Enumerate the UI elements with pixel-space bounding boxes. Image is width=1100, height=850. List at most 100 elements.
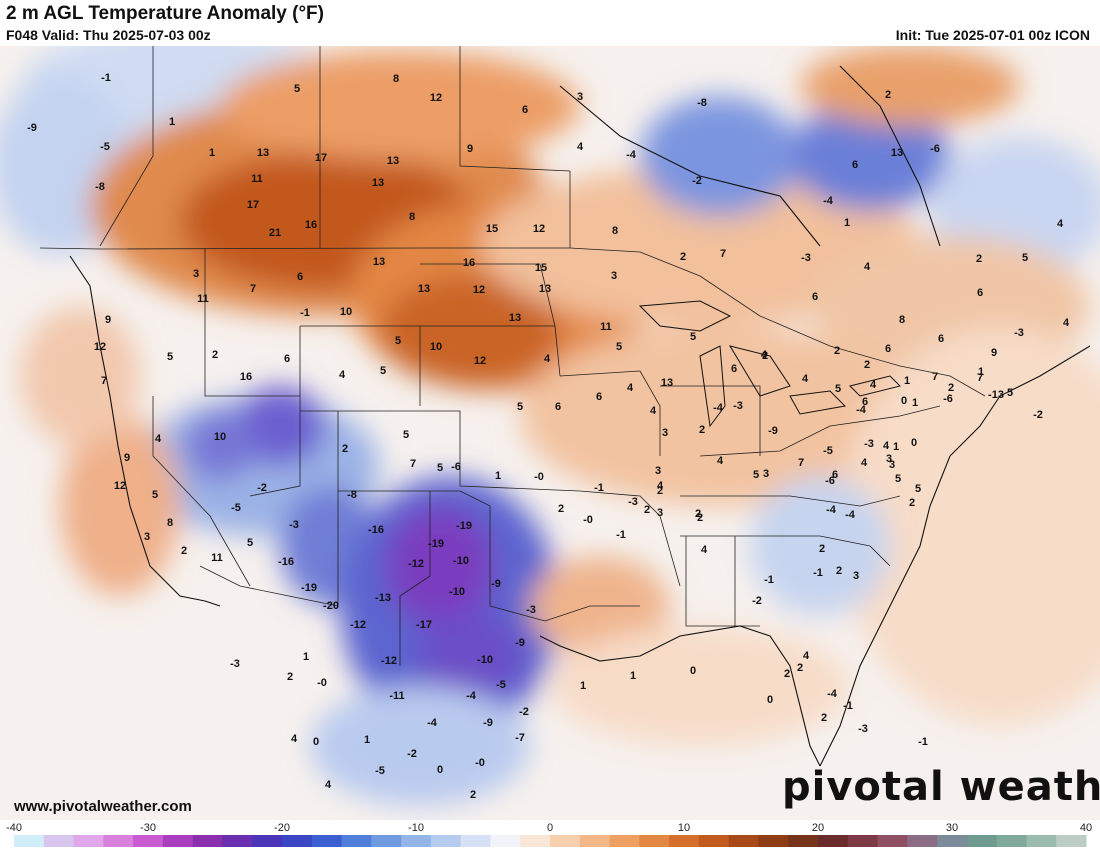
- anomaly-value-label: 2: [885, 89, 891, 101]
- anomaly-value-label: 11: [197, 293, 209, 305]
- legend-color-swatch: [311, 835, 343, 847]
- anomaly-value-label: -3: [733, 400, 743, 412]
- anomaly-value-label: -2: [752, 595, 762, 607]
- legend-color-swatch: [103, 835, 134, 847]
- anomaly-value-label: 3: [886, 453, 892, 465]
- legend-color-swatch: [758, 835, 789, 847]
- anomaly-value-label: 7: [101, 375, 107, 387]
- legend-color-swatch: [698, 835, 730, 847]
- anomaly-value-label: 16: [463, 257, 475, 269]
- anomaly-value-label: -2: [519, 706, 529, 718]
- anomaly-value-label: 6: [596, 391, 602, 403]
- anomaly-value-label: 4: [627, 382, 634, 394]
- anomaly-value-label: -1: [918, 736, 928, 748]
- lakes: [638, 300, 901, 428]
- init-time-label: Init: Tue 2025-07-01 00z ICON: [895, 27, 1090, 43]
- anomaly-value-label: -8: [95, 181, 105, 193]
- legend-color-swatch: [43, 835, 75, 847]
- anomaly-value-label: 2: [342, 443, 348, 455]
- anomaly-value-label: 1: [844, 217, 850, 229]
- anomaly-value-label: 5: [915, 483, 921, 495]
- anomaly-value-label: 10: [340, 306, 352, 318]
- anomaly-value-label: 12: [533, 223, 545, 235]
- anomaly-value-label: 13: [891, 147, 903, 159]
- anomaly-value-label: -0: [317, 677, 327, 689]
- anomaly-value-label: 5: [152, 489, 158, 501]
- legend-ticks: -40 -30 -20 -10 0 10 20 30 40: [6, 822, 1092, 834]
- anomaly-value-label: -10: [449, 586, 465, 598]
- anomaly-value-label: -3: [289, 519, 299, 531]
- anomaly-value-label: -16: [278, 556, 294, 568]
- anomaly-value-label: 6: [522, 104, 528, 116]
- anomaly-value-label: 1: [209, 147, 215, 159]
- anomaly-value-label: 17: [315, 152, 327, 164]
- anomaly-value-label: -1: [594, 482, 604, 494]
- anomaly-value-label: -13: [375, 592, 391, 604]
- anomaly-value-label: 2: [699, 424, 705, 436]
- anomaly-value-label: 5: [753, 469, 759, 481]
- anomaly-value-label: 4: [701, 544, 708, 556]
- anomaly-value-label: 1: [580, 680, 586, 692]
- anomaly-value-label: -1: [764, 574, 774, 586]
- anomaly-value-label: 5: [895, 473, 901, 485]
- anomaly-value-label: -17: [416, 619, 432, 631]
- anomaly-value-label: 6: [852, 159, 858, 171]
- anomaly-value-label: 4: [717, 455, 724, 467]
- legend-color-swatch: [996, 835, 1027, 847]
- anomaly-value-label: 5: [517, 401, 523, 413]
- anomaly-value-label: 0: [911, 437, 917, 449]
- anomaly-value-label: 13: [509, 312, 521, 324]
- anomaly-value-label: 2: [909, 497, 915, 509]
- anomaly-value-label: 4: [761, 349, 768, 361]
- anomaly-value-label: 12: [474, 355, 486, 367]
- anomaly-value-label: -8: [347, 489, 357, 501]
- anomaly-value-label: 2: [836, 565, 842, 577]
- anomaly-value-label: 12: [473, 284, 485, 296]
- anomaly-value-label: 13: [373, 256, 385, 268]
- legend-color-swatch: [192, 835, 223, 847]
- pivotal-weather-logo: pivotal weather: [782, 764, 1100, 810]
- anomaly-value-label: 4: [802, 373, 809, 385]
- anomaly-value-label: 2: [181, 545, 187, 557]
- anomaly-value-label: 3: [144, 531, 150, 543]
- anomaly-value-label: 8: [612, 225, 618, 237]
- temperature-anomaly-map: -1 -9 -5 -8 1 1 5 8 12 13 17 13 11 13 17 9 6 3 -8 -2 -4 4 2 -6 1…: [0, 46, 1100, 820]
- anomaly-value-label: 5: [380, 365, 386, 377]
- anomaly-value-label: -1: [300, 307, 310, 319]
- anomaly-value-label: 15: [486, 223, 498, 235]
- anomaly-value-label: -6: [930, 143, 940, 155]
- anomaly-value-label: -4: [626, 149, 637, 161]
- anomaly-value-label: -0: [475, 757, 485, 769]
- legend-color-swatch: [639, 835, 670, 847]
- anomaly-value-label: 11: [251, 173, 263, 185]
- anomaly-value-label: 15: [535, 262, 547, 274]
- anomaly-value-label: 0: [767, 694, 773, 706]
- anomaly-value-label: 4: [1063, 317, 1070, 329]
- anomaly-value-label: 6: [832, 469, 838, 481]
- anomaly-value-label: 7: [720, 248, 726, 260]
- anomaly-value-label: -12: [408, 558, 424, 570]
- anomaly-value-label: 13: [372, 177, 384, 189]
- anomaly-value-label: 1: [893, 441, 899, 453]
- anomaly-value-label: 2: [657, 485, 663, 497]
- anomaly-value-label: -4: [823, 195, 834, 207]
- anomaly-value-label: 3: [655, 465, 661, 477]
- anomaly-value-label: -20: [323, 600, 339, 612]
- anomaly-value-label: 5: [247, 537, 253, 549]
- anomaly-value-label: 2: [644, 504, 650, 516]
- legend-color-swatch: [430, 835, 462, 847]
- anomaly-value-label: -7: [515, 732, 525, 744]
- anomaly-value-label: -5: [823, 445, 833, 457]
- legend-color-swatch: [490, 835, 521, 847]
- legend-color-swatch: [282, 835, 313, 847]
- anomaly-value-label: 5: [1022, 252, 1028, 264]
- anomaly-value-label: 4: [291, 733, 298, 745]
- anomaly-value-label: 4: [577, 141, 584, 153]
- anomaly-value-label: 1: [169, 116, 175, 128]
- anomaly-value-label: 0: [437, 764, 443, 776]
- anomaly-value-label: 12: [430, 92, 442, 104]
- anomaly-value-label: 6: [862, 396, 868, 408]
- anomaly-value-label: 21: [269, 227, 281, 239]
- anomaly-value-label: -10: [477, 654, 493, 666]
